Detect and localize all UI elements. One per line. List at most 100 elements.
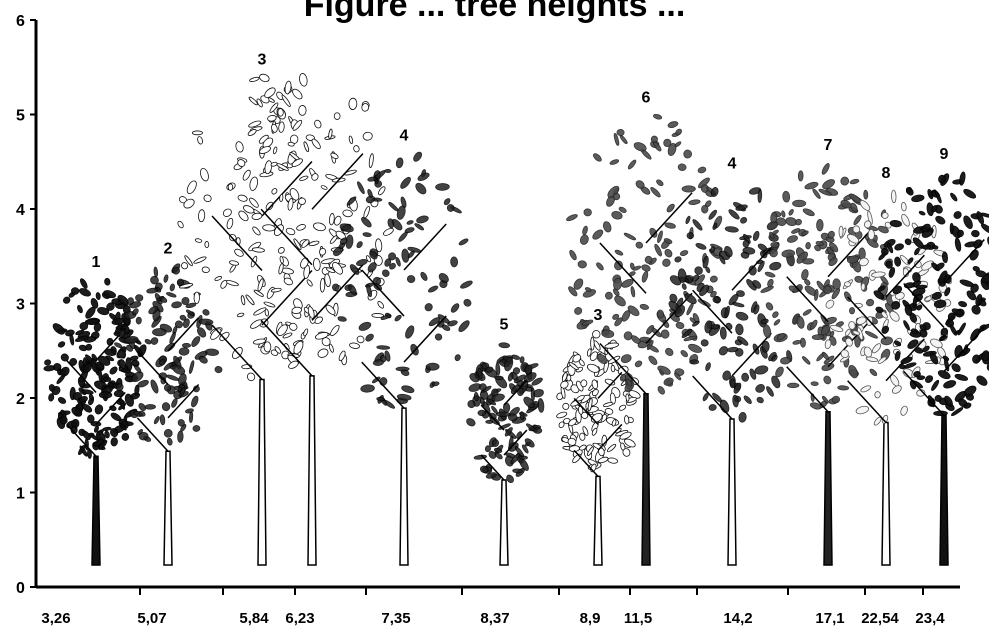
leaf (530, 387, 535, 402)
leaf (177, 430, 184, 443)
leaf (292, 88, 303, 100)
leaf (769, 261, 782, 271)
tree-number-label: 4 (400, 127, 409, 144)
leaf (624, 438, 636, 448)
leaf (248, 120, 262, 128)
leaf (384, 169, 392, 173)
leaf (367, 189, 373, 198)
leaf (356, 335, 365, 344)
leaf (753, 304, 760, 315)
x-tick-label: 17,1 (815, 610, 844, 627)
leaf (78, 288, 91, 297)
leaf (194, 238, 203, 243)
leaf (656, 309, 665, 319)
leaf (434, 333, 443, 341)
leaf (675, 321, 685, 330)
leaf (486, 398, 497, 406)
leaf (736, 290, 745, 297)
leaf (263, 301, 276, 308)
leaf (365, 333, 374, 342)
leaf (240, 295, 246, 306)
leaf (801, 269, 809, 281)
leaf (458, 238, 469, 246)
leaf (293, 340, 304, 355)
leaf (251, 247, 265, 253)
leaf (186, 309, 195, 317)
leaf (85, 354, 94, 364)
leaf (607, 457, 618, 464)
leaf (757, 189, 763, 203)
leaf (907, 339, 919, 349)
leaf (756, 396, 764, 404)
leaf (400, 196, 407, 208)
leaf (743, 395, 752, 404)
leaf (152, 328, 167, 337)
leaf (669, 293, 678, 303)
leaf (189, 411, 194, 423)
leaf (405, 325, 415, 339)
leaf (724, 305, 730, 319)
leaf (889, 310, 900, 322)
leaf (298, 105, 307, 116)
leaf (414, 223, 425, 231)
leaf (568, 362, 579, 371)
leaf (463, 298, 472, 307)
leaf (662, 258, 671, 267)
leaf (496, 356, 505, 364)
leaf (384, 258, 392, 267)
leaf (674, 372, 682, 381)
tree-branch (311, 153, 364, 210)
leaf (677, 268, 687, 283)
leaf (592, 229, 604, 240)
leaf (894, 256, 902, 267)
leaf (346, 196, 357, 206)
leaf (104, 277, 111, 286)
leaf (488, 450, 497, 459)
leaf (679, 250, 689, 257)
tree-branch (692, 375, 733, 420)
tree-trunk (163, 450, 173, 566)
leaf (596, 353, 608, 365)
leaf (413, 151, 423, 162)
leaf (193, 291, 200, 305)
leaf (97, 307, 110, 316)
leaf (57, 397, 67, 404)
leaf (511, 354, 521, 360)
leaf (85, 343, 93, 351)
leaf (602, 402, 614, 407)
y-tick-label: 2 (16, 391, 25, 408)
leaf (821, 163, 830, 175)
leaf (915, 284, 928, 289)
leaf (847, 233, 860, 244)
leaf (182, 318, 190, 329)
leaf (291, 158, 303, 167)
leaf (757, 260, 765, 273)
tree-crown (114, 263, 223, 446)
leaf (562, 402, 570, 410)
leaf (269, 102, 279, 113)
leaf (137, 379, 149, 388)
leaf (702, 255, 709, 269)
leaf (201, 266, 210, 274)
tree-branch (211, 215, 263, 271)
leaf (894, 243, 904, 251)
leaf (119, 359, 126, 369)
tree-7: 3 (556, 307, 641, 566)
leaf (664, 248, 673, 258)
leaf (740, 251, 750, 259)
leaf (829, 242, 839, 253)
tree-crown (466, 342, 545, 484)
leaf (577, 405, 584, 415)
leaf (849, 307, 856, 315)
leaf (219, 331, 230, 341)
leaf (838, 225, 844, 238)
leaf (163, 274, 169, 283)
leaf (274, 346, 282, 354)
leaf (849, 178, 860, 185)
leaf (417, 172, 430, 181)
leaf (296, 224, 306, 231)
leaf (277, 247, 285, 254)
leaf (568, 418, 577, 427)
leaf (860, 385, 872, 393)
leaf (652, 113, 663, 120)
